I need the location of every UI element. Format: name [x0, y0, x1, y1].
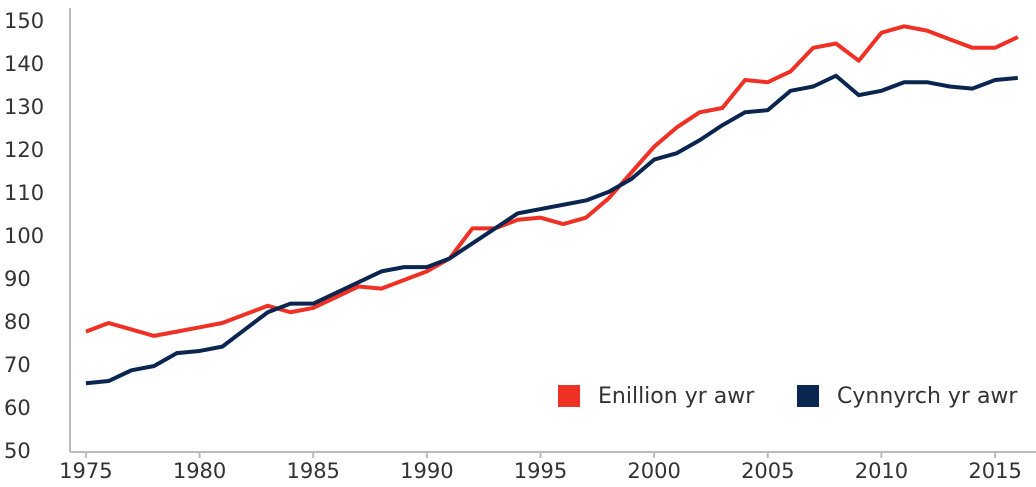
- y-tick-label: 100: [4, 224, 44, 248]
- y-tick-label: 140: [4, 52, 44, 76]
- legend-swatch: [797, 385, 819, 407]
- x-tick-label: 1990: [400, 459, 453, 483]
- legend-swatch: [558, 385, 580, 407]
- x-tick-label: 2005: [741, 459, 794, 483]
- x-tick-label: 1985: [286, 459, 339, 483]
- legend-label: Cynnyrch yr awr: [837, 384, 1018, 409]
- legend-label: Enillion yr awr: [598, 384, 755, 409]
- x-tick-label: 2000: [627, 459, 680, 483]
- x-tick-label: 1975: [59, 459, 112, 483]
- series-line: [85, 24, 1019, 338]
- y-tick-label: 150: [4, 9, 44, 33]
- y-tick-label: 90: [4, 267, 31, 291]
- y-tick-label: 70: [4, 353, 31, 377]
- y-tick-label: 120: [4, 138, 44, 162]
- x-tick-label: 1980: [173, 459, 226, 483]
- y-tick-label: 110: [4, 181, 44, 205]
- y-tick-label: 60: [4, 396, 31, 420]
- x-tick-label: 2010: [855, 459, 908, 483]
- x-tick-label: 2015: [968, 459, 1021, 483]
- series-line: [85, 73, 1019, 386]
- y-tick-label: 130: [4, 95, 44, 119]
- y-tick-label: 50: [4, 439, 31, 463]
- y-tick-label: 80: [4, 310, 31, 334]
- x-tick-label: 1995: [514, 459, 567, 483]
